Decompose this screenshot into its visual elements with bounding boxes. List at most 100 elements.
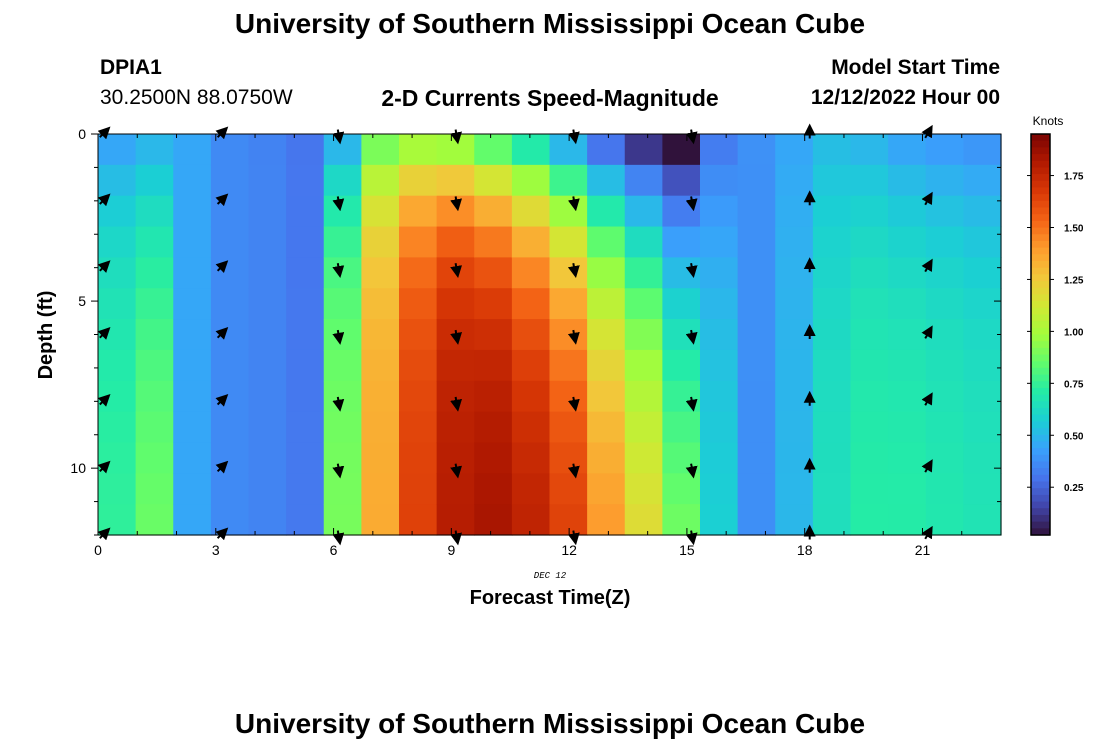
heatmap-cell bbox=[549, 257, 588, 289]
colorbar-title: Knots bbox=[1033, 114, 1064, 128]
colorbar-segment bbox=[1031, 314, 1050, 322]
chart-title-bottom: University of Southern Mississippi Ocean… bbox=[234, 708, 866, 739]
colorbar-segment bbox=[1031, 240, 1050, 249]
model-start-value: 12/12/2022 Hour 00 bbox=[810, 86, 1000, 109]
x-tick-label: 21 bbox=[915, 542, 931, 558]
colorbar-segment bbox=[1031, 174, 1050, 182]
heatmap-cell bbox=[662, 288, 701, 320]
heatmap-cell bbox=[98, 134, 137, 166]
current-vector-arrow bbox=[921, 325, 933, 339]
colorbar-segment bbox=[1031, 421, 1050, 429]
heatmap-cell bbox=[210, 288, 250, 320]
heatmap-cell bbox=[549, 442, 588, 474]
colorbar-segment bbox=[1031, 274, 1050, 282]
station-location: 30.2500N 88.0750W bbox=[100, 86, 293, 109]
heatmap-cell bbox=[812, 411, 852, 444]
heatmap-cell bbox=[549, 134, 588, 166]
colorbar-segment bbox=[1031, 334, 1050, 342]
heatmap-cell bbox=[925, 226, 964, 258]
heatmap-cell bbox=[624, 319, 663, 351]
heatmap-cell bbox=[700, 226, 739, 258]
heatmap-cell bbox=[587, 380, 626, 413]
heatmap-cell bbox=[963, 504, 1002, 536]
heatmap-cell bbox=[888, 288, 927, 320]
heatmap-cell bbox=[812, 257, 852, 289]
heatmap-cell bbox=[775, 288, 814, 320]
heatmap-cell bbox=[173, 380, 212, 413]
current-vector-arrow bbox=[685, 463, 698, 479]
heatmap-cell bbox=[850, 411, 889, 444]
heatmap-cell bbox=[850, 195, 889, 228]
heatmap-cell bbox=[963, 257, 1002, 289]
heatmap-cell bbox=[399, 504, 438, 536]
heatmap-cell bbox=[549, 226, 588, 258]
heatmap-cell bbox=[135, 195, 174, 228]
current-vector-arrow bbox=[332, 196, 345, 212]
heatmap-cell bbox=[925, 380, 964, 413]
heatmap-cell bbox=[587, 195, 626, 228]
colorbar-segment bbox=[1031, 474, 1050, 483]
heatmap-cell bbox=[361, 380, 400, 413]
current-vector-arrow bbox=[97, 460, 111, 474]
heatmap-cell bbox=[323, 164, 362, 197]
heatmap-cell bbox=[737, 504, 776, 536]
heatmap-cell bbox=[286, 226, 325, 258]
heatmap-cell bbox=[624, 164, 663, 197]
heatmap-cell bbox=[173, 349, 212, 382]
heatmap-cell bbox=[323, 195, 362, 228]
heatmap-cell bbox=[700, 195, 739, 228]
colorbar-segment bbox=[1031, 508, 1050, 516]
heatmap-cell bbox=[888, 319, 927, 351]
heatmap-cell bbox=[210, 164, 250, 197]
heatmap-cell bbox=[812, 473, 852, 505]
heatmap-cell bbox=[248, 504, 287, 536]
heatmap-cell bbox=[775, 164, 814, 197]
heatmap-cell bbox=[925, 257, 964, 289]
current-vector-arrow bbox=[685, 396, 698, 412]
heatmap-cell bbox=[888, 411, 927, 444]
heatmap-cell bbox=[963, 473, 1002, 505]
heatmap-cell bbox=[662, 164, 701, 197]
colorbar-segment bbox=[1031, 260, 1050, 269]
heatmap-cell bbox=[549, 504, 588, 536]
heatmap-cell bbox=[925, 288, 964, 320]
colorbar-segment bbox=[1031, 194, 1050, 202]
station-id: DPIA1 bbox=[100, 56, 162, 79]
heatmap-cell bbox=[812, 134, 852, 166]
current-vector-arrow bbox=[921, 459, 933, 473]
heatmap-cell bbox=[737, 380, 776, 413]
heatmap-cell bbox=[549, 411, 588, 444]
heatmap-cell bbox=[399, 411, 438, 444]
heatmap-cell bbox=[399, 257, 438, 289]
heatmap-cells bbox=[98, 134, 1002, 536]
colorbar-segment bbox=[1031, 307, 1050, 316]
heatmap-cell bbox=[850, 134, 889, 166]
heatmap-cell bbox=[737, 411, 776, 444]
heatmap-cell bbox=[436, 226, 475, 258]
colorbar-segment bbox=[1031, 401, 1050, 409]
current-vector-arrow bbox=[332, 463, 345, 479]
heatmap-cell bbox=[436, 473, 475, 505]
heatmap-cell bbox=[700, 288, 739, 320]
colorbar-tick-label: 0.75 bbox=[1064, 379, 1084, 390]
current-vector-arrow bbox=[332, 129, 345, 145]
heatmap-cell bbox=[850, 164, 889, 197]
x-tick-label: 6 bbox=[330, 542, 338, 558]
heatmap-cell bbox=[511, 257, 551, 289]
heatmap-cell bbox=[925, 319, 964, 351]
heatmap-cell bbox=[888, 226, 927, 258]
heatmap-cell bbox=[323, 504, 362, 536]
colorbar-segment bbox=[1031, 301, 1050, 309]
heatmap-cell bbox=[474, 473, 513, 505]
current-vector-arrow bbox=[97, 126, 111, 140]
current-vector-arrow bbox=[332, 329, 345, 345]
heatmap-cell bbox=[210, 504, 250, 536]
heatmap-cell bbox=[624, 134, 663, 166]
date-label: DEC 12 bbox=[534, 571, 567, 581]
heatmap-cell bbox=[210, 134, 250, 166]
heatmap-cell bbox=[511, 442, 551, 474]
current-vector-arrow bbox=[215, 260, 229, 273]
heatmap-cell bbox=[812, 380, 852, 413]
colorbar-tick-label: 1.50 bbox=[1064, 223, 1084, 234]
heatmap-cell bbox=[700, 164, 739, 197]
